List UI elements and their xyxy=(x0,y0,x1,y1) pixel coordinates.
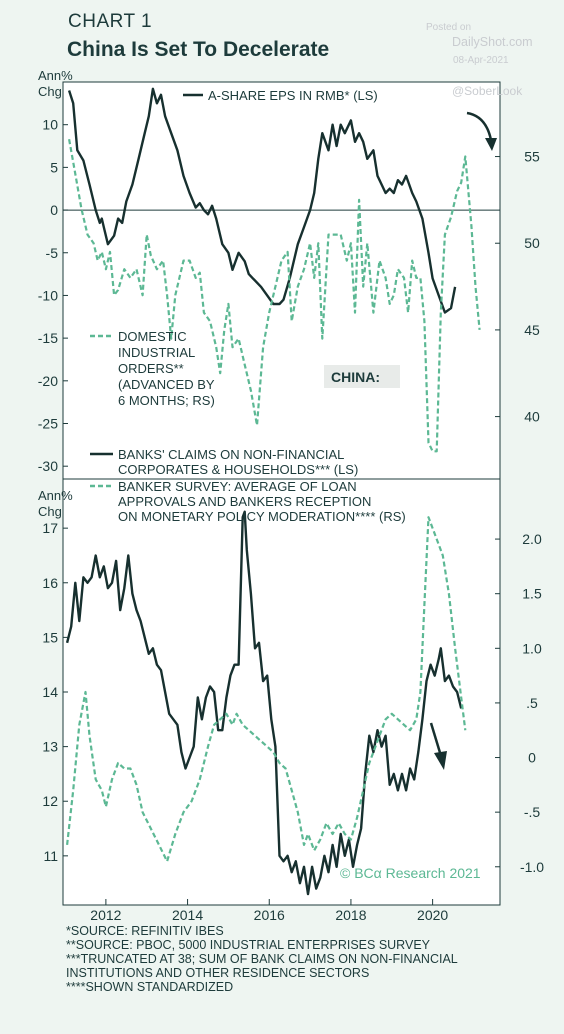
right-tick-label: -1.0 xyxy=(520,859,544,875)
legend-survey-label: BANKER SURVEY: AVERAGE OF LOAN APPROVALS… xyxy=(118,479,406,524)
svg-text:CORPORATES & HOUSEHOLDS*** (LS: CORPORATES & HOUSEHOLDS*** (LS) xyxy=(118,462,358,477)
right-tick-label: 1.5 xyxy=(522,586,542,602)
x-tick-label: 2018 xyxy=(335,907,366,923)
left-tick-label: -30 xyxy=(38,458,58,474)
svg-text:DOMESTIC: DOMESTIC xyxy=(118,329,187,344)
x-tick-label: 2012 xyxy=(90,907,121,923)
left-tick-label: -15 xyxy=(38,330,58,346)
legend-eps-label: A-SHARE EPS IN RMB* (LS) xyxy=(208,88,378,103)
left-tick-label: 11 xyxy=(43,848,58,864)
svg-text:ON MONETARY POLICY MODERATION*: ON MONETARY POLICY MODERATION**** (RS) xyxy=(118,509,406,524)
top-left-axis-label-2: Chg xyxy=(38,84,62,99)
legend-banks-label: BANKS' CLAIMS ON NON-FINANCIAL CORPORATE… xyxy=(118,447,358,477)
x-tick-label: 2014 xyxy=(172,907,203,923)
right-tick-label: 40 xyxy=(524,409,540,425)
top-left-axis-label-1: Ann% xyxy=(38,68,73,83)
bottom-left-axis-label-2: Chg xyxy=(38,504,62,519)
left-tick-label: 12 xyxy=(42,793,58,809)
legend-orders-label: DOMESTIC INDUSTRIAL ORDERS** (ADVANCED B… xyxy=(118,329,215,408)
copyright-annotation: © BCα Research 2021 xyxy=(340,865,481,881)
x-tick-label: 2016 xyxy=(254,907,285,923)
svg-text:ORDERS**: ORDERS** xyxy=(118,361,184,376)
left-tick-label: -5 xyxy=(46,245,59,261)
bottom-left-axis-label-1: Ann% xyxy=(38,488,73,503)
arrow-claims-down xyxy=(429,722,447,770)
series-line-0-0 xyxy=(67,87,457,314)
watermark-date: 08-Apr-2021 xyxy=(453,55,509,66)
right-tick-label: 0 xyxy=(528,750,536,766)
series-line-1-1 xyxy=(66,516,467,863)
svg-text:APPROVALS AND BANKERS RECEPTIO: APPROVALS AND BANKERS RECEPTION xyxy=(118,494,371,509)
left-tick-label: 14 xyxy=(42,684,58,700)
svg-text:INDUSTRIAL: INDUSTRIAL xyxy=(118,345,195,360)
arrow-eps-down xyxy=(466,111,497,151)
right-tick-label: 50 xyxy=(524,235,540,251)
right-tick-label: 2.0 xyxy=(522,531,542,547)
bottom-panel-frame xyxy=(62,478,501,906)
svg-text:BANKER SURVEY: AVERAGE OF LOAN: BANKER SURVEY: AVERAGE OF LOAN xyxy=(118,479,357,494)
watermark-site: DailyShot.com xyxy=(452,35,533,49)
left-tick-label: 15 xyxy=(42,629,58,645)
right-tick-label: 55 xyxy=(524,149,540,165)
china-label-box xyxy=(324,365,400,388)
footnote-3: ***TRUNCATED AT 38; SUM OF BANK CLAIMS O… xyxy=(66,952,458,966)
left-tick-label: 17 xyxy=(42,520,58,536)
x-tick-label: 2020 xyxy=(417,907,448,923)
left-tick-label: 5 xyxy=(50,159,58,175)
footnote-4: INSTITUTIONS AND OTHER RESIDENCE SECTORS xyxy=(66,966,370,980)
svg-text:6 MONTHS; RS): 6 MONTHS; RS) xyxy=(118,393,215,408)
watermark-handle: @SoberLook xyxy=(452,84,523,98)
left-tick-label: -10 xyxy=(38,287,58,303)
right-tick-label: .5 xyxy=(526,695,538,711)
right-tick-label: 1.0 xyxy=(522,640,542,656)
footnote-5: ****SHOWN STANDARDIZED xyxy=(66,980,234,994)
left-tick-label: 0 xyxy=(50,202,58,218)
series-line-0-1 xyxy=(68,139,481,453)
right-tick-label: -.5 xyxy=(524,804,541,820)
right-tick-label: 45 xyxy=(524,322,540,338)
footnote-2: **SOURCE: PBOC, 5000 INDUSTRIAL ENTERPRI… xyxy=(66,938,430,952)
footnotes: *SOURCE: REFINITIV IBES **SOURCE: PBOC, … xyxy=(66,924,458,994)
left-tick-label: -20 xyxy=(38,373,58,389)
left-tick-label: 13 xyxy=(42,739,58,755)
left-tick-label: 16 xyxy=(42,575,58,591)
svg-text:(ADVANCED BY: (ADVANCED BY xyxy=(118,377,215,392)
left-tick-label: -25 xyxy=(38,416,58,432)
svg-text:BANKS' CLAIMS ON NON-FINANCIAL: BANKS' CLAIMS ON NON-FINANCIAL xyxy=(118,447,344,462)
china-label: CHINA: xyxy=(331,369,380,385)
left-tick-label: 10 xyxy=(42,117,58,133)
watermark-posted-on: Posted on xyxy=(426,22,472,33)
chart-number: CHART 1 xyxy=(68,11,153,32)
series-line-1-0 xyxy=(65,510,463,896)
top-panel-frame xyxy=(62,81,501,480)
chart-title: China Is Set To Decelerate xyxy=(67,38,330,61)
footnote-1: *SOURCE: REFINITIV IBES xyxy=(66,924,224,938)
